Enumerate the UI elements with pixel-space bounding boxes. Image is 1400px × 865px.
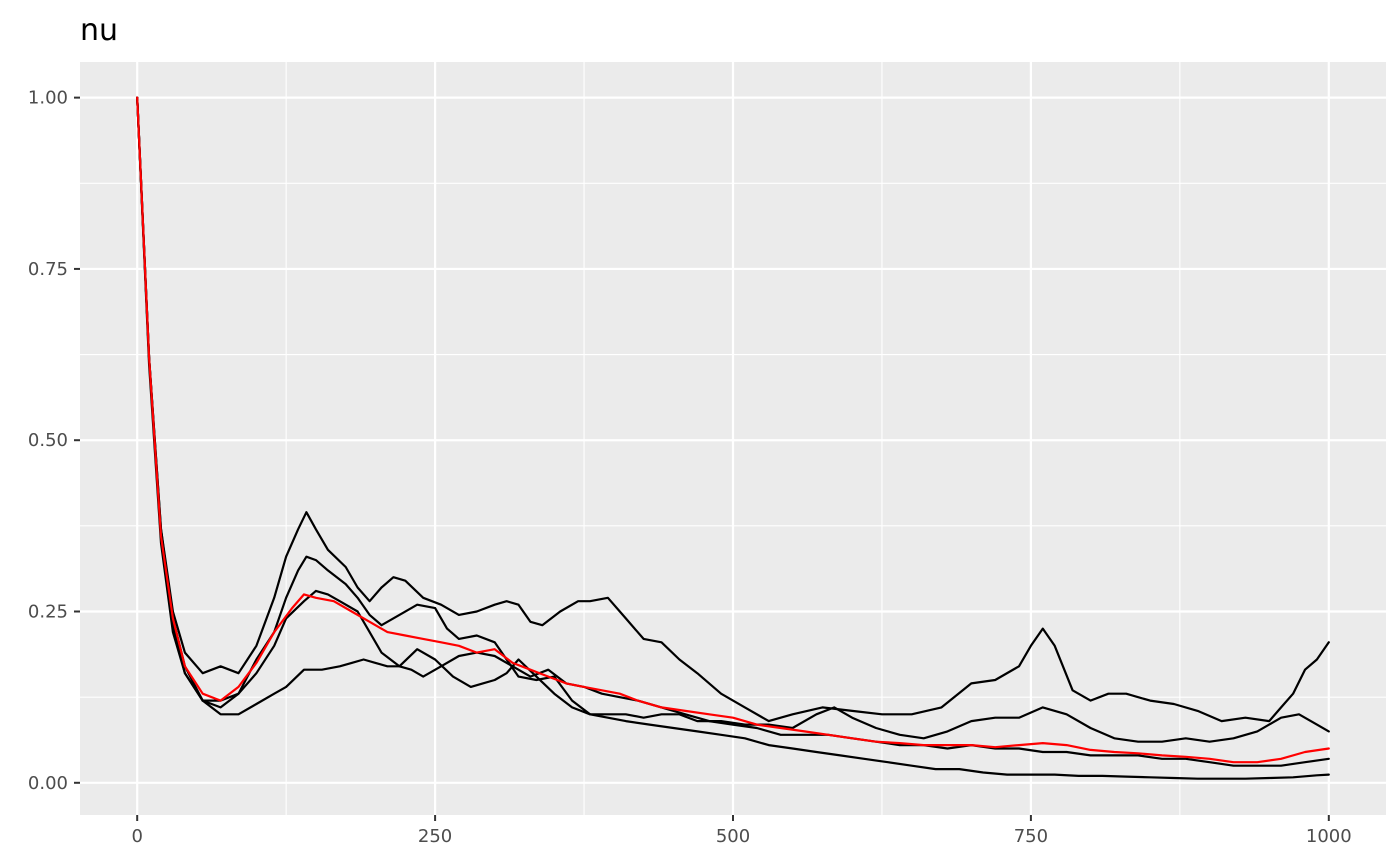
x-axis: 0 250 500 750 1000 [131,815,1352,847]
chart-title: nu [80,13,118,48]
x-tick-label: 250 [418,826,452,847]
y-tick-label: 0.75 [28,259,68,280]
y-tick-label: 0.25 [28,602,68,623]
series-line-chain-1 [136,96,1330,723]
y-tick-label: 0.00 [28,773,68,794]
x-tick-label: 750 [1014,826,1048,847]
y-axis: 0.00 0.25 0.50 0.75 1.00 [28,88,80,794]
x-tick-label: 500 [716,826,750,847]
x-tick-label: 1000 [1306,826,1352,847]
series-line-chain-4 [136,96,1330,780]
series-line-chain-3 [136,96,1330,767]
major-gridlines [80,62,1386,815]
y-tick-label: 0.50 [28,430,68,451]
x-tick-label: 0 [131,826,142,847]
series-line-mean [136,96,1330,764]
series-line-chain-2 [136,96,1330,743]
series-layer [136,96,1330,780]
y-tick-label: 1.00 [28,88,68,109]
